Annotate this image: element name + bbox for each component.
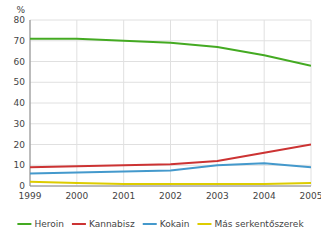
y-tick-label: 40 bbox=[14, 98, 26, 108]
grid-line-x bbox=[30, 20, 31, 186]
legend-label: Kannabisz bbox=[89, 219, 135, 229]
x-tick-label: 2000 bbox=[65, 191, 88, 201]
legend-swatch bbox=[72, 223, 86, 225]
lines bbox=[30, 39, 311, 184]
x-tick-label: 2001 bbox=[112, 191, 135, 201]
grid-line-x bbox=[170, 20, 171, 186]
x-tick-label: 2004 bbox=[253, 191, 276, 201]
x-tick-label: 1999 bbox=[19, 191, 42, 201]
chart: 0 10 20 30 40 50 60 70 80 1999 2000 2001 2002 2003 200… bbox=[0, 0, 321, 240]
x-tick-label: 2005 bbox=[300, 191, 321, 201]
series-line bbox=[30, 182, 311, 184]
grid-line-x bbox=[123, 20, 124, 186]
y-tick-label: 70 bbox=[14, 36, 26, 46]
legend-item: Más serkentőszerek bbox=[197, 219, 304, 229]
grid-line-x bbox=[311, 20, 312, 186]
legend-label: Más serkentőszerek bbox=[214, 219, 304, 229]
grid-line-x bbox=[264, 20, 265, 186]
series-line bbox=[30, 163, 311, 173]
y-tick-label: 30 bbox=[14, 119, 26, 129]
y-tick-label: 80 bbox=[14, 15, 26, 25]
legend-item: Kannabisz bbox=[72, 219, 135, 229]
legend-swatch bbox=[143, 223, 157, 225]
legend-item: Heroin bbox=[17, 219, 64, 229]
legend-swatch bbox=[197, 223, 211, 225]
grid-line-x bbox=[76, 20, 77, 186]
grid-line-y bbox=[30, 186, 311, 187]
legend-label: Kokain bbox=[160, 219, 190, 229]
legend-swatch bbox=[17, 223, 31, 225]
y-tick-label: 10 bbox=[14, 160, 26, 170]
y-tick-label: 20 bbox=[14, 140, 26, 150]
x-tick-label: 2002 bbox=[159, 191, 182, 201]
y-axis-label: % bbox=[16, 5, 25, 15]
grid bbox=[30, 20, 311, 186]
y-axis bbox=[30, 20, 31, 186]
legend-label: Heroin bbox=[34, 219, 64, 229]
y-tick-label: 60 bbox=[14, 57, 26, 67]
legend-item: Kokain bbox=[143, 219, 190, 229]
x-tick-label: 2003 bbox=[206, 191, 229, 201]
legend: Heroin Kannabisz Kokain Más serkentőszerek bbox=[17, 219, 304, 229]
y-tick-label: 0 bbox=[19, 181, 25, 191]
x-axis bbox=[30, 186, 311, 187]
series-line bbox=[30, 39, 311, 66]
y-tick-label: 50 bbox=[14, 77, 26, 87]
